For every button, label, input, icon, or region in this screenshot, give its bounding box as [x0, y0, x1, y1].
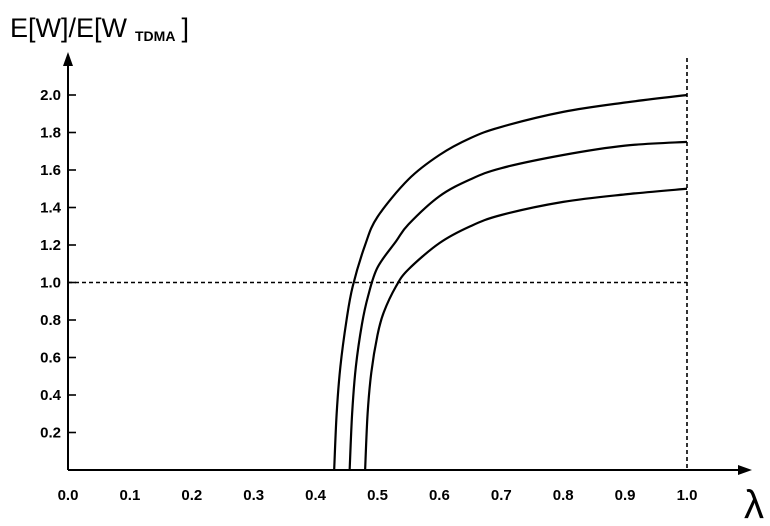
y-tick-label: 1.2: [40, 237, 61, 254]
reference-lines: [68, 58, 688, 470]
x-axis-arrow: [738, 465, 752, 475]
y-tick-label: 2.0: [40, 87, 61, 104]
curves: [333, 93, 688, 471]
x-tick-label: 0.3: [243, 487, 264, 504]
series-line-2: [348, 140, 688, 471]
y-axis-title-close: ]: [181, 13, 189, 43]
y-tick-label: 0.4: [40, 387, 62, 404]
y-axis-title-main: E[W]/E[W: [10, 13, 128, 43]
x-tick-label: 0.8: [553, 487, 574, 504]
x-tick-label: 0.7: [491, 487, 512, 504]
x-tick-label: 0.4: [305, 487, 327, 504]
x-tick-label: 0.6: [429, 487, 450, 504]
y-axis-arrow: [63, 52, 73, 66]
y-tick-label: 0.2: [40, 425, 61, 442]
series-line-1: [333, 93, 688, 471]
series-line-3: [364, 187, 688, 471]
x-tick-label: 0.2: [181, 487, 202, 504]
y-axis-title-sub: TDMA: [135, 28, 175, 44]
y-tick-label: 1.0: [40, 275, 61, 292]
x-tick-label: 0.1: [119, 487, 140, 504]
y-tick-label: 1.8: [40, 125, 61, 142]
x-tick-label: 0.9: [615, 487, 636, 504]
y-tick-label: 0.8: [40, 312, 61, 329]
x-tick-label: 1.0: [677, 487, 698, 504]
y-tick-label: 0.6: [40, 350, 61, 367]
y-tick-label: 1.6: [40, 162, 61, 179]
x-tick-label: 0.0: [58, 487, 79, 504]
y-axis-title: E[W]/E[W TDMA]: [10, 13, 189, 44]
ticks: 0.2 0.4 0.6 0.8 1.0 1.2 1.4 1.6 1.8 2.0 0.0 0.1 0.2 0…: [40, 87, 697, 504]
x-tick-label: 0.5: [367, 487, 388, 504]
x-axis-title: λ: [744, 483, 764, 526]
y-tick-label: 1.4: [40, 200, 62, 217]
